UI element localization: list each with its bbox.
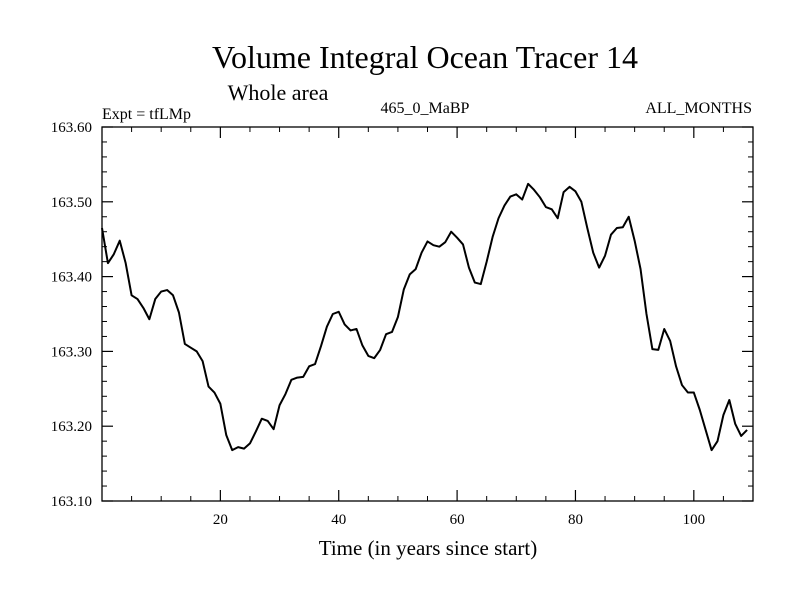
y-tick-label: 163.30 [51, 344, 92, 360]
chart-title: Volume Integral Ocean Tracer 14 [212, 39, 638, 75]
y-tick-label: 163.20 [51, 419, 92, 435]
x-axis-label: Time (in years since start) [319, 536, 538, 560]
period-label: 465_0_MaBP [381, 100, 470, 117]
x-tick-label: 20 [213, 512, 228, 528]
plot-frame [101, 126, 754, 502]
y-tick-label: 163.40 [51, 270, 92, 286]
series-line [101, 182, 748, 452]
x-tick-label: 60 [450, 512, 465, 528]
y-tick-label: 163.50 [51, 195, 92, 211]
x-tick-label: 100 [683, 512, 706, 528]
months-label: ALL_MONTHS [645, 100, 752, 117]
y-tick-label: 163.60 [51, 120, 92, 136]
y-axis: 163.10 163.20 163.30 163.40 163.50 163.60 [51, 120, 753, 510]
plot-area [101, 182, 748, 452]
x-axis: 20 40 60 80 100 [131, 127, 724, 528]
y-tick-label: 163.10 [51, 494, 92, 510]
experiment-label: Expt = tfLMp [102, 106, 191, 123]
x-tick-label: 80 [568, 512, 583, 528]
x-tick-label: 40 [331, 512, 346, 528]
chart-subtitle: Whole area [228, 80, 329, 105]
